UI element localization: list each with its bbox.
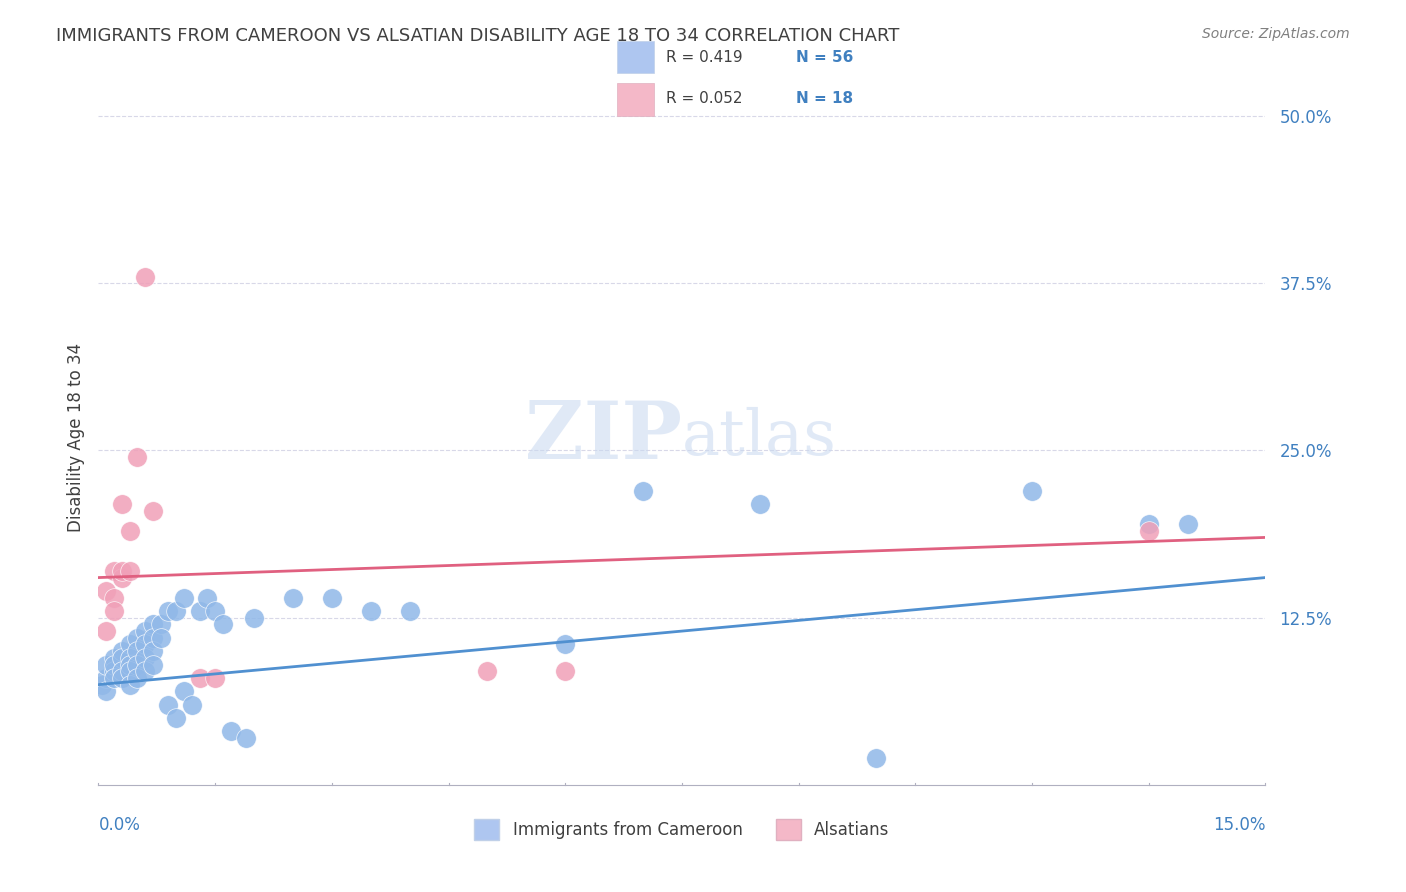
Text: R = 0.052: R = 0.052: [666, 91, 742, 106]
Point: [118, 637, 141, 651]
Text: Source: ZipAtlas.com: Source: ZipAtlas.com: [1202, 27, 1350, 41]
Point: [1177, 516, 1199, 531]
Point: [96, 671, 118, 685]
Point: [554, 637, 576, 651]
Point: [188, 671, 211, 685]
Point: [865, 751, 887, 765]
Point: [103, 651, 125, 665]
Point: [195, 591, 218, 605]
Text: N = 18: N = 18: [796, 91, 853, 106]
Point: [96, 684, 118, 698]
Text: IMMIGRANTS FROM CAMEROON VS ALSATIAN DISABILITY AGE 18 TO 34 CORRELATION CHART: IMMIGRANTS FROM CAMEROON VS ALSATIAN DIS…: [56, 27, 900, 45]
Text: atlas: atlas: [682, 407, 837, 467]
Point: [204, 671, 226, 685]
Point: [477, 664, 499, 679]
Point: [1021, 483, 1043, 498]
Text: N = 56: N = 56: [796, 50, 853, 65]
Point: [212, 617, 235, 632]
Bar: [617, 40, 654, 73]
Point: [180, 698, 202, 712]
Point: [91, 678, 114, 692]
Point: [398, 604, 420, 618]
Point: [1137, 524, 1160, 538]
Point: [360, 604, 382, 618]
Point: [173, 684, 195, 698]
Point: [118, 657, 141, 672]
Point: [157, 604, 180, 618]
Point: [111, 664, 134, 679]
Point: [118, 664, 141, 679]
Legend: Immigrants from Cameroon, Alsatians: Immigrants from Cameroon, Alsatians: [468, 813, 896, 847]
Point: [554, 664, 576, 679]
Point: [1137, 516, 1160, 531]
Point: [142, 631, 165, 645]
Point: [134, 664, 156, 679]
Point: [103, 671, 125, 685]
Point: [631, 483, 654, 498]
Point: [235, 731, 257, 746]
Point: [219, 724, 242, 739]
Point: [134, 269, 156, 284]
Point: [96, 624, 118, 639]
Point: [118, 524, 141, 538]
Point: [127, 644, 149, 658]
Bar: [617, 83, 654, 116]
Point: [103, 657, 125, 672]
Point: [103, 664, 125, 679]
Point: [111, 671, 134, 685]
Point: [134, 624, 156, 639]
Point: [165, 604, 187, 618]
Point: [127, 657, 149, 672]
Point: [96, 584, 118, 599]
Point: [321, 591, 343, 605]
Point: [243, 611, 266, 625]
Point: [165, 711, 187, 725]
Point: [127, 631, 149, 645]
Point: [111, 564, 134, 578]
Point: [173, 591, 195, 605]
Point: [118, 651, 141, 665]
Point: [204, 604, 226, 618]
Point: [188, 604, 211, 618]
Point: [157, 698, 180, 712]
Text: 0.0%: 0.0%: [98, 816, 141, 834]
Point: [118, 678, 141, 692]
Point: [103, 591, 125, 605]
Text: 15.0%: 15.0%: [1213, 816, 1265, 834]
Point: [134, 637, 156, 651]
Point: [281, 591, 304, 605]
Text: ZIP: ZIP: [524, 398, 682, 476]
Point: [149, 617, 172, 632]
Point: [118, 564, 141, 578]
Point: [127, 450, 149, 464]
Text: R = 0.419: R = 0.419: [666, 50, 742, 65]
Point: [96, 657, 118, 672]
Point: [142, 644, 165, 658]
Point: [142, 503, 165, 517]
Point: [103, 604, 125, 618]
Point: [748, 497, 770, 511]
Y-axis label: Disability Age 18 to 34: Disability Age 18 to 34: [66, 343, 84, 532]
Point: [142, 617, 165, 632]
Point: [149, 631, 172, 645]
Point: [111, 644, 134, 658]
Point: [103, 564, 125, 578]
Point: [134, 651, 156, 665]
Point: [111, 651, 134, 665]
Point: [111, 497, 134, 511]
Point: [111, 571, 134, 585]
Point: [127, 671, 149, 685]
Point: [142, 657, 165, 672]
